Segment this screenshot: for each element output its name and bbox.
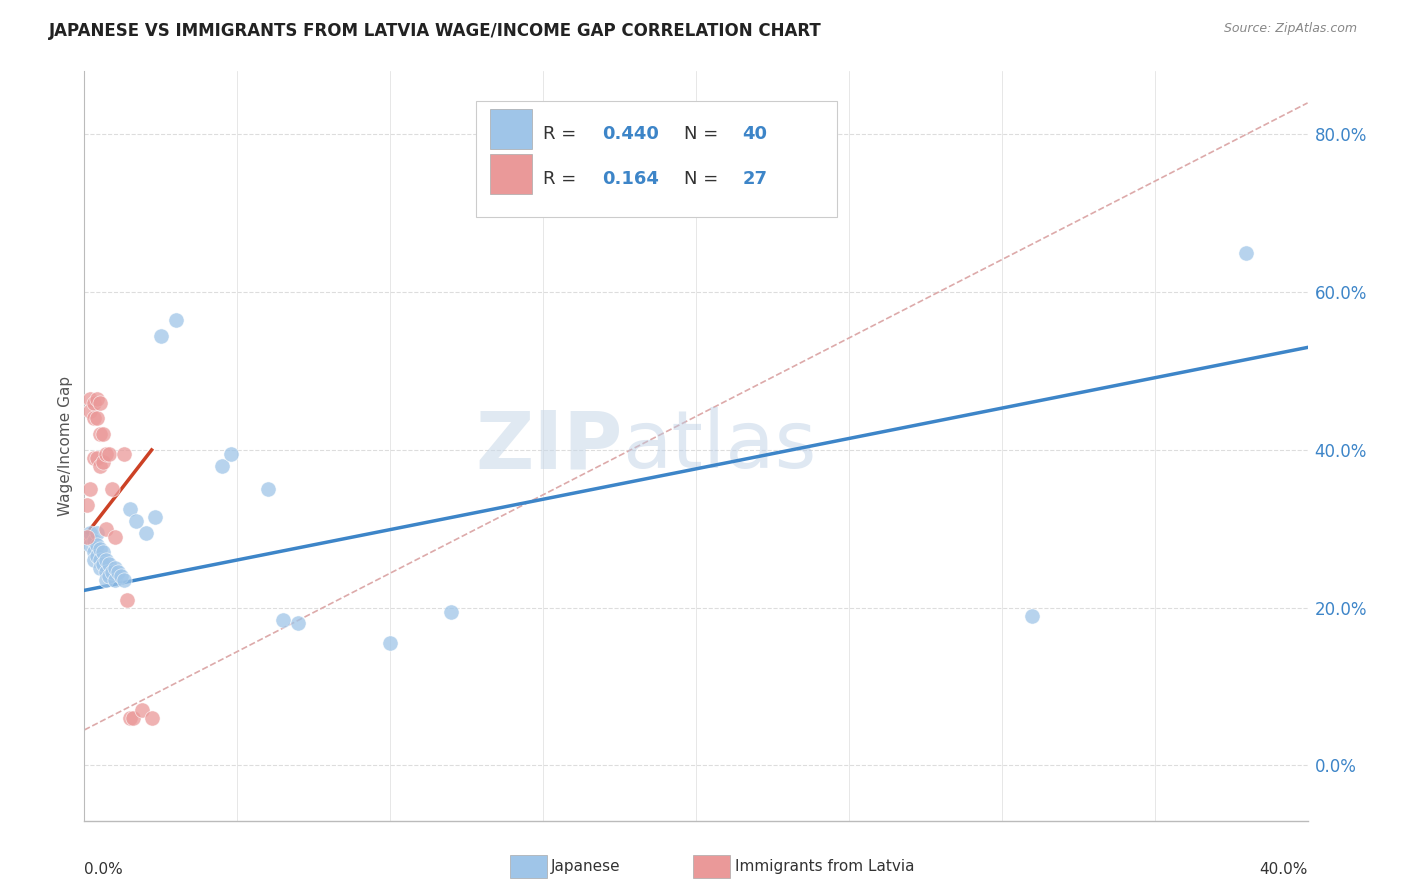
Text: R =: R = — [543, 169, 588, 187]
Text: N =: N = — [683, 169, 724, 187]
Text: Immigrants from Latvia: Immigrants from Latvia — [735, 859, 915, 873]
Point — [94, 522, 117, 536]
Y-axis label: Wage/Income Gap: Wage/Income Gap — [58, 376, 73, 516]
Point — [86, 525, 108, 540]
Point — [76, 530, 98, 544]
Point — [86, 549, 108, 564]
Point — [271, 613, 294, 627]
Point — [440, 605, 463, 619]
Point — [1021, 608, 1043, 623]
Point — [91, 427, 114, 442]
Point — [94, 447, 117, 461]
Point — [122, 711, 145, 725]
Point — [89, 561, 111, 575]
Point — [91, 455, 114, 469]
Point — [165, 313, 187, 327]
Text: atlas: atlas — [623, 407, 817, 485]
Point — [219, 447, 242, 461]
Point — [83, 411, 105, 425]
Point — [86, 392, 108, 406]
Point — [79, 483, 101, 497]
Point — [101, 483, 124, 497]
Point — [83, 450, 105, 465]
Point — [107, 565, 129, 579]
Text: Source: ZipAtlas.com: Source: ZipAtlas.com — [1223, 22, 1357, 36]
Point — [89, 395, 111, 409]
Text: 40.0%: 40.0% — [1260, 862, 1308, 877]
Point — [115, 592, 138, 607]
Point — [89, 427, 111, 442]
Point — [131, 703, 153, 717]
Text: N =: N = — [683, 125, 724, 143]
Point — [101, 565, 124, 579]
Point — [89, 541, 111, 556]
Point — [86, 538, 108, 552]
Text: Japanese: Japanese — [551, 859, 621, 873]
Point — [149, 328, 172, 343]
Point — [76, 498, 98, 512]
Text: 0.164: 0.164 — [602, 169, 658, 187]
Point — [94, 573, 117, 587]
Text: 0.440: 0.440 — [602, 125, 658, 143]
Point — [211, 458, 233, 473]
Point — [112, 447, 135, 461]
Point — [110, 569, 132, 583]
Point — [91, 545, 114, 559]
Point — [83, 545, 105, 559]
Point — [125, 514, 148, 528]
Point — [89, 458, 111, 473]
Point — [83, 553, 105, 567]
Text: 27: 27 — [742, 169, 768, 187]
Point — [141, 711, 163, 725]
Point — [79, 403, 101, 417]
Point — [76, 530, 98, 544]
Point — [89, 553, 111, 567]
Point — [79, 538, 101, 552]
Point — [380, 636, 402, 650]
Text: 40: 40 — [742, 125, 768, 143]
Point — [143, 510, 166, 524]
Point — [97, 569, 120, 583]
Point — [79, 525, 101, 540]
Point — [112, 573, 135, 587]
Point — [83, 395, 105, 409]
Point — [104, 573, 127, 587]
Point — [120, 502, 142, 516]
Point — [104, 530, 127, 544]
Point — [86, 450, 108, 465]
Point — [104, 561, 127, 575]
Point — [97, 447, 120, 461]
Point — [79, 392, 101, 406]
Text: JAPANESE VS IMMIGRANTS FROM LATVIA WAGE/INCOME GAP CORRELATION CHART: JAPANESE VS IMMIGRANTS FROM LATVIA WAGE/… — [49, 22, 823, 40]
Point — [1236, 245, 1258, 260]
Point — [94, 565, 117, 579]
FancyBboxPatch shape — [491, 109, 531, 149]
Point — [257, 483, 280, 497]
Point — [97, 558, 120, 572]
Point — [287, 616, 309, 631]
Point — [86, 411, 108, 425]
Point — [91, 558, 114, 572]
FancyBboxPatch shape — [491, 153, 531, 194]
Point — [94, 553, 117, 567]
FancyBboxPatch shape — [475, 102, 837, 218]
Point — [83, 533, 105, 548]
Point — [120, 711, 142, 725]
Text: R =: R = — [543, 125, 582, 143]
Point — [135, 525, 157, 540]
Text: 0.0%: 0.0% — [84, 862, 124, 877]
Text: ZIP: ZIP — [475, 407, 623, 485]
